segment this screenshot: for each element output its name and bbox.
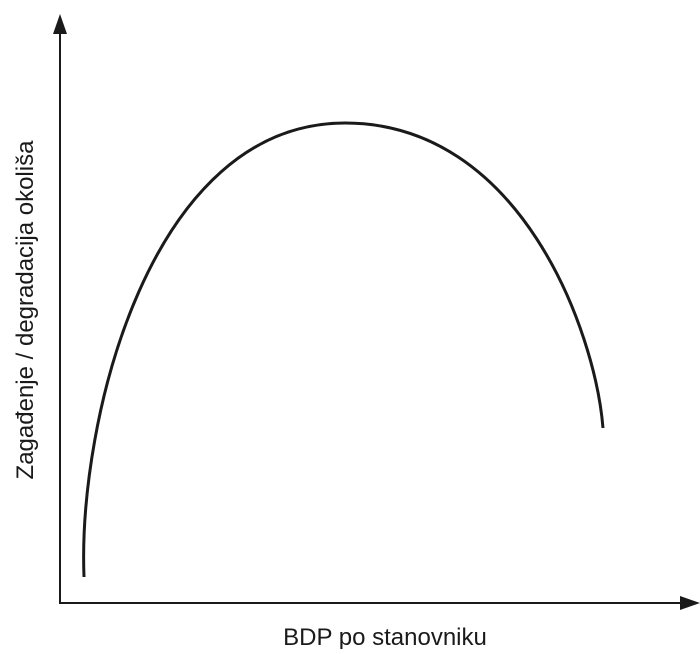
y-axis-label: Zagađenje / degradacija okoliša (12, 140, 39, 480)
kuznets-curve (82, 121, 605, 578)
x-axis-label: BDP po stanovniku (283, 624, 487, 649)
x-axis-arrow (680, 596, 700, 610)
y-axis-arrow (53, 14, 67, 34)
